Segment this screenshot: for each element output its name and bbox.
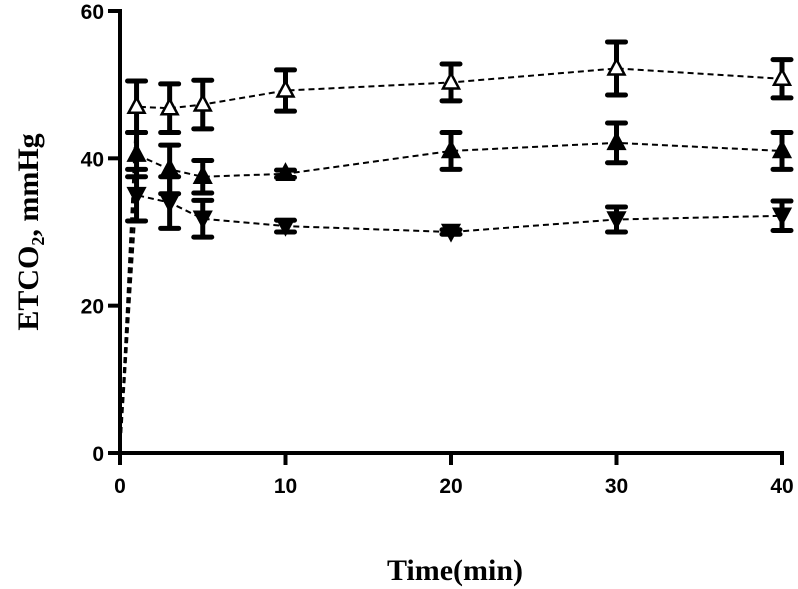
data-point (771, 67, 793, 87)
series-2 (119, 120, 794, 454)
data-point (159, 96, 180, 116)
series-3 (119, 166, 794, 454)
data-point (606, 56, 627, 76)
data-point (440, 139, 462, 159)
y-tick-label: 0 (92, 443, 104, 466)
data-point (126, 95, 147, 115)
x-tick-label: 20 (439, 475, 462, 498)
axes: 0 20 40 60 0 10 20 30 40 (81, 1, 794, 498)
data-point (606, 211, 627, 231)
data-point (126, 186, 147, 206)
series-line (119, 67, 783, 454)
series-line (119, 193, 783, 454)
data-point (192, 210, 213, 230)
data-point (159, 194, 180, 214)
y-tick-label: 40 (81, 148, 104, 171)
data-point (126, 142, 147, 162)
data-point (275, 217, 296, 237)
plot-area (119, 39, 794, 454)
x-tick-label: 30 (605, 475, 628, 498)
data-point (771, 207, 793, 227)
data-point (192, 92, 213, 112)
x-tick-label: 0 (114, 475, 126, 498)
series-line (119, 141, 783, 454)
data-point (440, 223, 462, 243)
series-1 (119, 39, 794, 454)
data-point (440, 70, 462, 90)
data-point (606, 131, 627, 151)
data-point (192, 165, 213, 184)
y-tick-label: 20 (81, 296, 104, 319)
data-point (159, 157, 180, 177)
data-point (275, 162, 296, 182)
data-point (771, 139, 793, 159)
y-axis-label: ETCO₂, mmHg (12, 133, 45, 330)
x-tick-label: 10 (274, 475, 297, 498)
x-axis-label: Time(min) (387, 554, 523, 587)
data-point (275, 78, 296, 98)
x-tick-label: 40 (770, 475, 793, 498)
y-tick-label: 60 (81, 1, 104, 24)
